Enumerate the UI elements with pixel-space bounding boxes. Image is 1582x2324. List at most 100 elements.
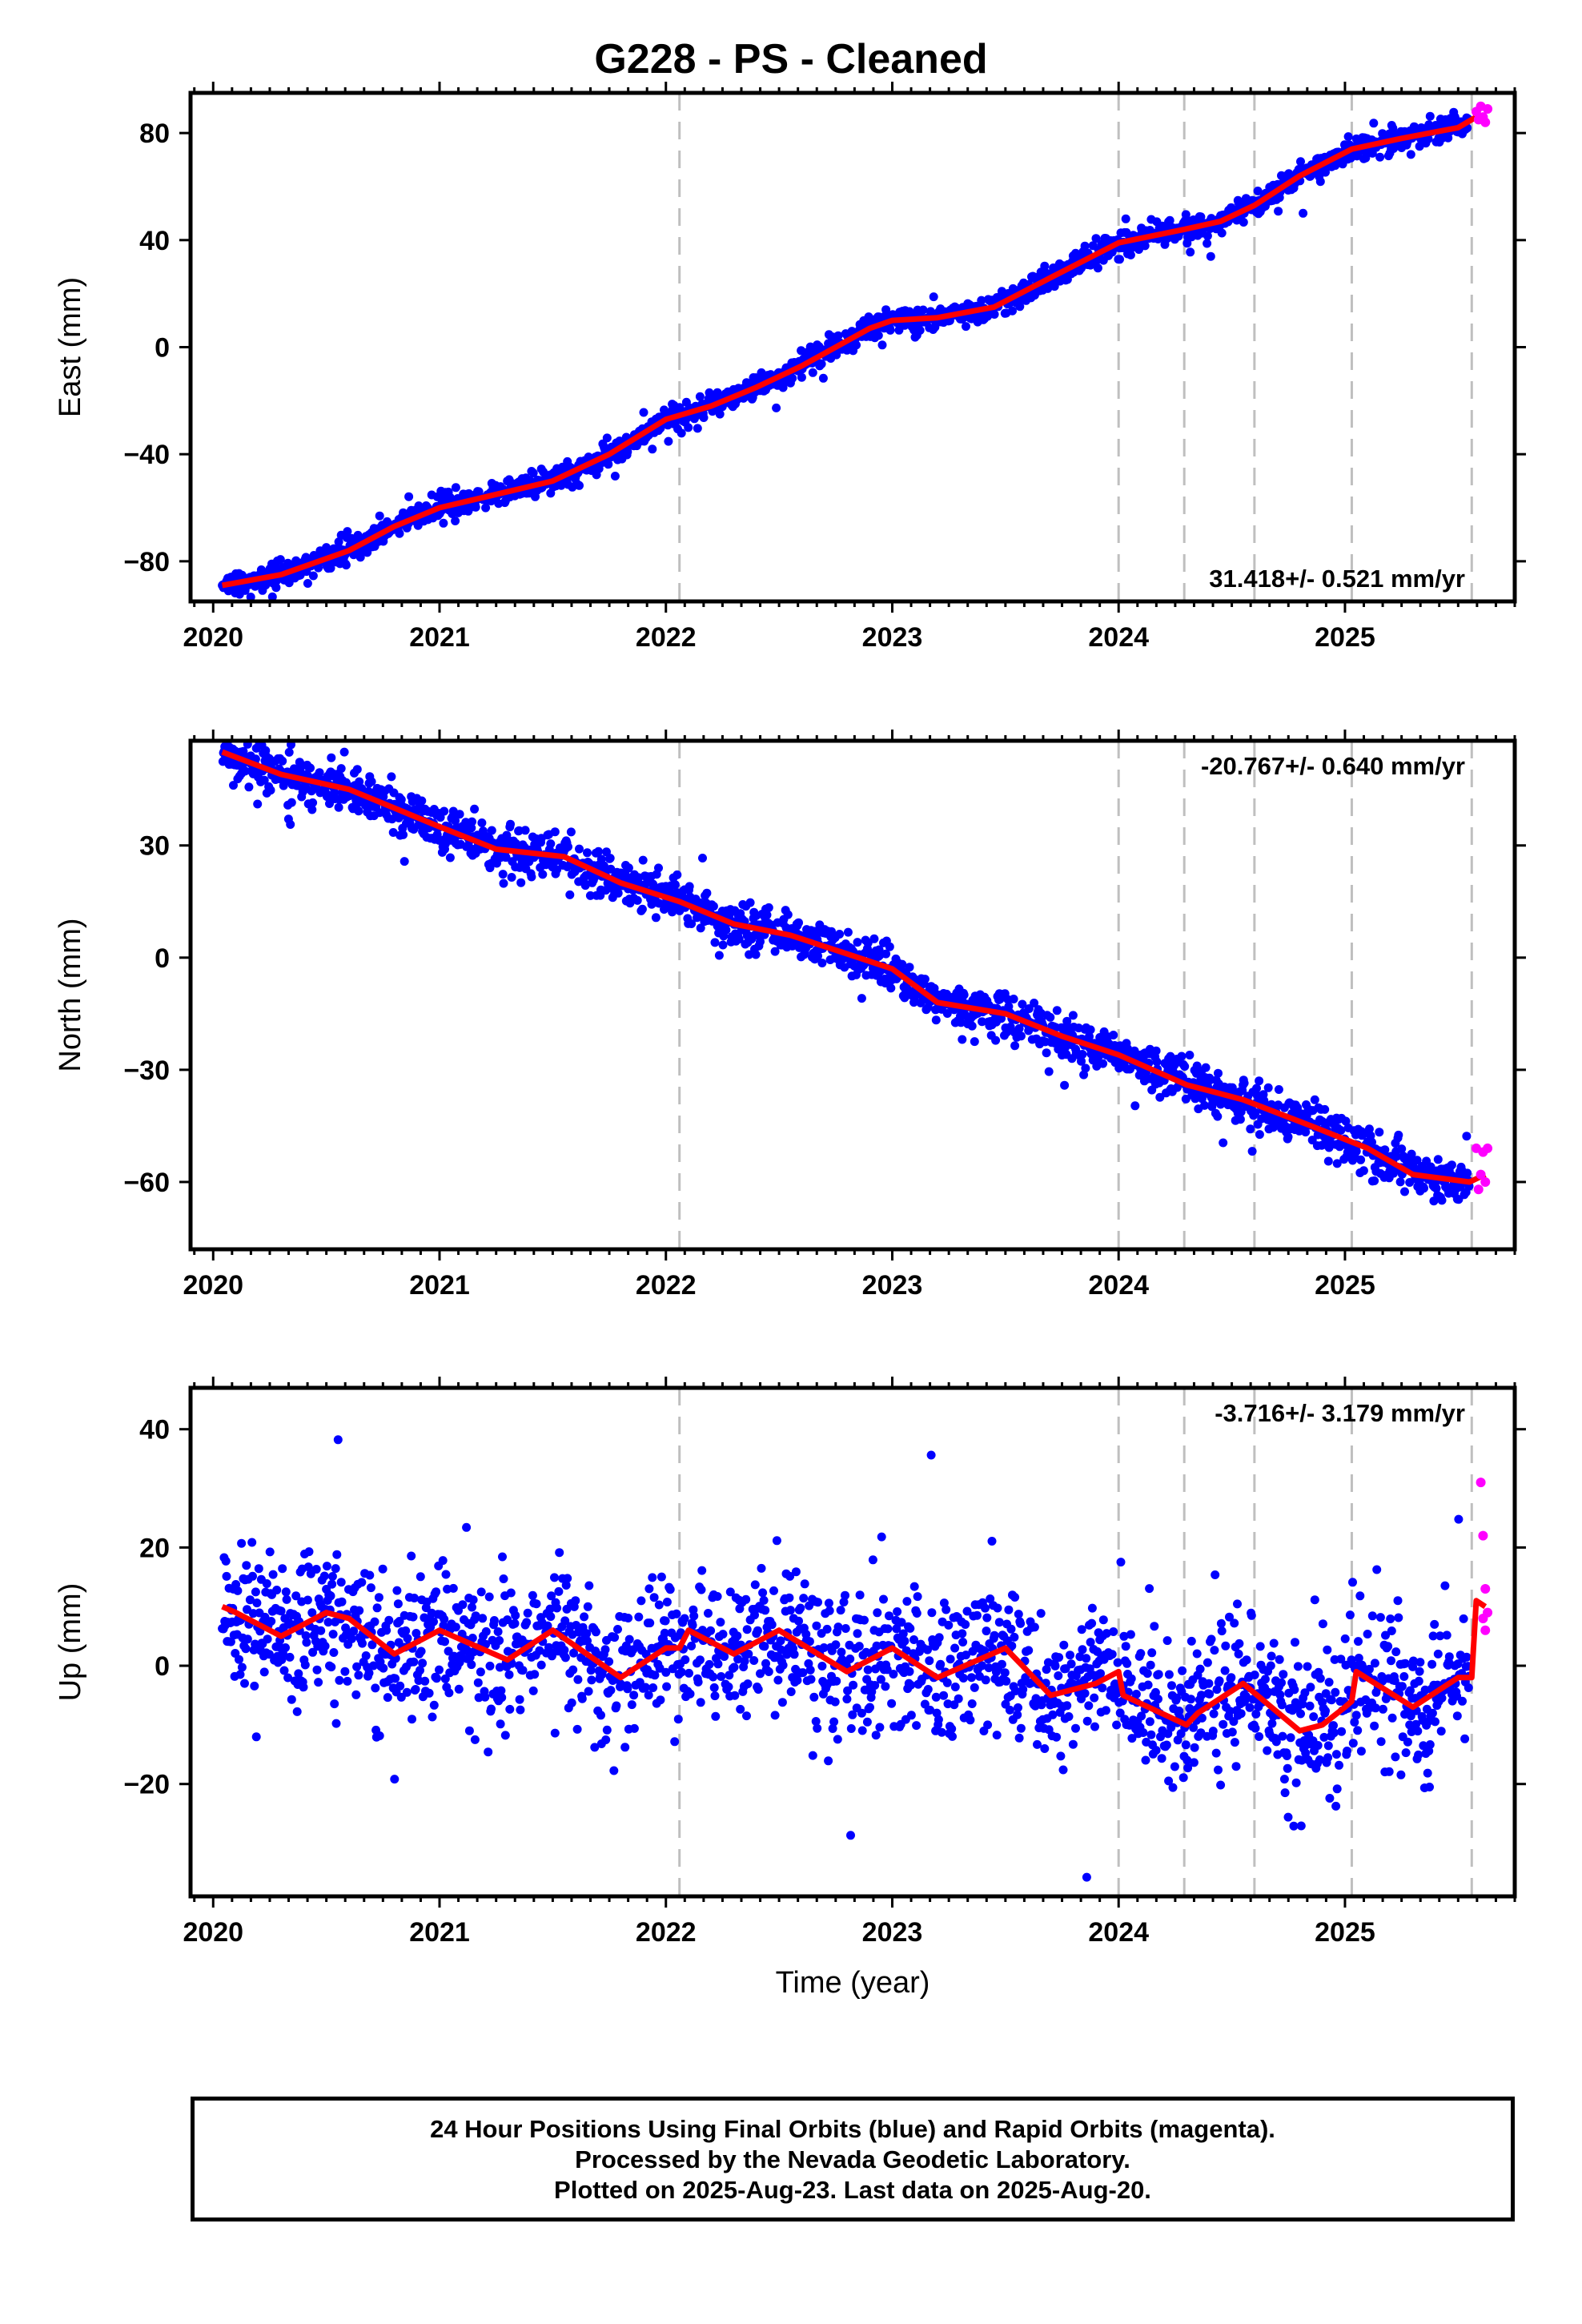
final-orbit-point: [1109, 1031, 1118, 1039]
final-orbit-point: [1239, 218, 1248, 227]
final-orbit-point: [1336, 1126, 1346, 1135]
final-orbit-point: [572, 1621, 581, 1630]
final-orbit-point: [495, 1636, 504, 1645]
final-orbit-point: [247, 1538, 257, 1547]
final-orbit-point: [757, 1563, 766, 1573]
final-orbit-point: [278, 1564, 287, 1574]
final-orbit-point: [334, 537, 343, 547]
final-orbit-point: [240, 766, 250, 776]
final-orbit-point: [636, 1596, 646, 1606]
final-orbit-point: [287, 741, 295, 750]
final-orbit-point: [1185, 1051, 1195, 1059]
final-orbit-point: [464, 1726, 474, 1735]
final-orbit-point: [244, 782, 254, 792]
y-tick-label: 0: [155, 333, 170, 364]
final-orbit-point: [950, 1683, 960, 1691]
final-orbit-point: [226, 1637, 235, 1647]
final-orbit-point: [705, 1659, 714, 1669]
final-orbit-point: [687, 1641, 697, 1651]
final-orbit-point: [930, 983, 939, 993]
y-tick-label: −80: [123, 547, 170, 577]
final-orbit-point: [751, 950, 761, 959]
final-orbit-point: [833, 331, 843, 340]
final-orbit-point: [1152, 1057, 1162, 1067]
final-orbit-point: [709, 902, 718, 911]
final-orbit-point: [484, 1592, 494, 1602]
final-orbit-point: [429, 1700, 439, 1710]
final-orbit-point: [961, 1620, 970, 1629]
final-orbit-point: [561, 1581, 571, 1590]
final-orbit-point: [610, 1633, 620, 1642]
final-orbit-point: [982, 1613, 992, 1622]
final-orbit-point: [942, 1605, 951, 1614]
final-orbit-point: [852, 340, 861, 350]
final-orbit-point: [825, 1606, 834, 1615]
final-orbit-point: [893, 1607, 902, 1616]
final-orbit-point: [1301, 1128, 1311, 1137]
final-orbit-point: [1016, 1031, 1026, 1041]
final-orbit-point: [251, 1732, 261, 1742]
final-orbit-point: [733, 1655, 743, 1664]
final-orbit-point: [1068, 1011, 1078, 1020]
final-orbit-point: [688, 1621, 697, 1630]
final-orbit-point: [1366, 1131, 1375, 1140]
final-orbit-point: [477, 818, 487, 827]
final-orbit-point: [1463, 1168, 1472, 1178]
final-orbit-point: [312, 1665, 322, 1675]
final-orbit-point: [661, 1616, 670, 1626]
final-orbit-point: [920, 975, 930, 984]
final-orbit-point: [408, 1715, 416, 1724]
final-orbit-point: [623, 447, 632, 456]
final-orbit-point: [535, 1646, 544, 1655]
final-orbit-point: [523, 1608, 532, 1618]
final-orbit-point: [235, 1655, 243, 1664]
final-orbit-point: [706, 1626, 716, 1635]
final-orbit-point: [808, 1751, 817, 1760]
final-orbit-point: [420, 1676, 430, 1686]
final-orbit-point: [1010, 1041, 1020, 1051]
final-orbit-point: [495, 1663, 504, 1672]
final-orbit-point: [695, 392, 705, 401]
final-orbit-point: [266, 786, 275, 795]
final-orbit-point: [336, 764, 346, 774]
final-orbit-point: [485, 1661, 495, 1671]
final-orbit-point: [805, 1665, 815, 1675]
final-orbit-point: [620, 1743, 630, 1752]
final-orbit-point: [794, 918, 803, 927]
final-orbit-point: [736, 1704, 745, 1714]
final-orbit-point: [857, 994, 866, 1003]
final-orbit-point: [1044, 1067, 1054, 1076]
final-orbit-point: [281, 1587, 291, 1597]
y-tick-label: −60: [123, 1168, 170, 1198]
final-orbit-point: [986, 1594, 995, 1603]
final-orbit-point: [275, 555, 285, 565]
final-orbit-point: [1321, 167, 1330, 177]
final-orbit-point: [898, 1629, 908, 1638]
final-orbit-point: [284, 747, 294, 757]
final-orbit-point: [709, 1683, 719, 1692]
final-orbit-point: [857, 1726, 867, 1735]
final-orbit-point: [308, 798, 318, 807]
final-orbit-point: [991, 1035, 1001, 1045]
final-orbit-point: [1236, 1107, 1246, 1116]
final-orbit-point: [695, 1655, 705, 1665]
final-orbit-point: [500, 1731, 510, 1740]
final-orbit-point: [572, 1724, 582, 1734]
final-orbit-point: [1203, 231, 1212, 241]
final-orbit-point: [279, 1666, 289, 1675]
final-orbit-point: [504, 1670, 514, 1679]
final-orbit-point: [883, 1624, 893, 1634]
final-orbit-point: [496, 1686, 506, 1695]
final-orbit-point: [648, 1683, 658, 1692]
final-orbit-point: [673, 870, 682, 879]
final-orbit-point: [716, 1618, 725, 1627]
final-orbit-point: [372, 1603, 382, 1613]
final-orbit-point: [319, 1571, 329, 1581]
final-orbit-point: [776, 1636, 785, 1646]
final-orbit-point: [741, 1594, 751, 1604]
final-orbit-point: [846, 1724, 856, 1733]
final-orbit-point: [1323, 1156, 1333, 1166]
final-orbit-point: [440, 1674, 450, 1683]
final-orbit-point: [698, 854, 707, 862]
